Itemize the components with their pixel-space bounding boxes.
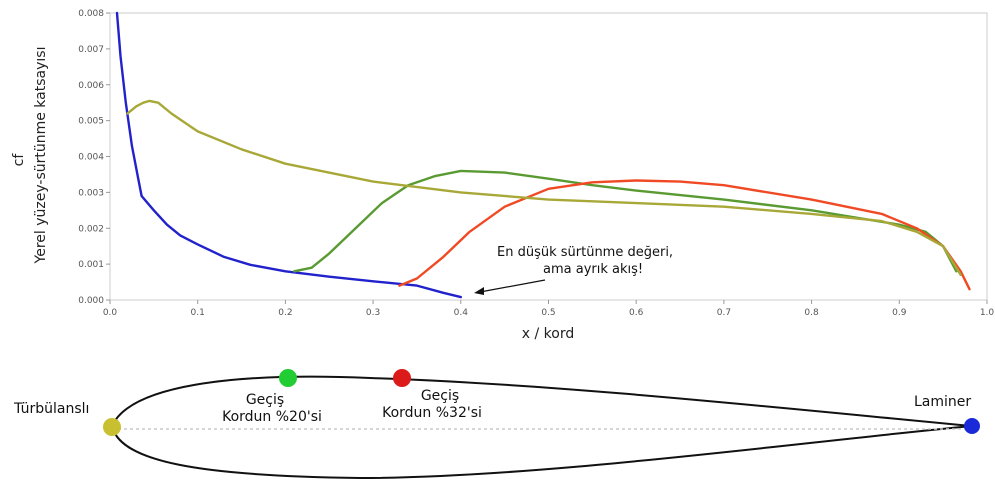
x-axis: 0.0 0.1 0.2 0.3 0.4 0.5 0.6 0.7 0.8 0.9 1.0: [103, 300, 995, 318]
airfoil-diagram: Türbülanslı Laminer Geçiş Kordun %20'si …: [13, 369, 980, 480]
series-layer: [115, 11, 971, 299]
x-tick-label: 0.1: [191, 308, 205, 318]
chart: 0.0 0.1 0.2 0.3 0.4 0.5 0.6 0.7 0.8 0.9 1.0 0.0000…: [11, 9, 994, 342]
label-transition-32-sub: Kordun %32'si: [382, 405, 482, 421]
x-axis-title: x / kord: [522, 326, 574, 342]
label-turbulent: Türbülanslı: [13, 401, 89, 417]
y-tick-label: 0.002: [78, 224, 104, 234]
x-tick-label: 0.8: [804, 308, 819, 318]
series-line-2: [293, 169, 958, 273]
label-transition-20-title: Geçiş: [246, 392, 284, 408]
transition-marker-32: [393, 369, 411, 387]
label-transition-32-title: Geçiş: [421, 388, 459, 404]
x-tick-label: 0.7: [717, 308, 731, 318]
annotation-arrow: [479, 279, 546, 293]
x-tick-label: 0.5: [541, 308, 555, 318]
x-tick-label: 0.6: [629, 308, 644, 318]
y-tick-label: 0.003: [78, 188, 104, 198]
y-tick-label: 0.006: [78, 81, 104, 91]
annotation: En düşük sürtünme değeri, ama ayrık akış…: [474, 245, 673, 295]
series-line-3: [398, 179, 971, 291]
leading-edge-marker: [103, 418, 121, 436]
trailing-edge-marker: [964, 418, 980, 434]
y-tick-label: 0.000: [78, 296, 104, 306]
transition-marker-20: [279, 369, 297, 387]
airfoil-outline: [110, 375, 973, 480]
x-tick-label: 0.3: [366, 308, 380, 318]
label-transition-20-sub: Kordun %20'si: [222, 409, 322, 425]
y-tick-label: 0.007: [78, 45, 104, 55]
y-axis: 0.000 0.001 0.002 0.003 0.004 0.005 0.006 0.007…: [78, 9, 110, 306]
annotation-line-2: ama ayrık akış!: [543, 262, 643, 277]
x-tick-label: 0.2: [278, 308, 292, 318]
annotation-line-1: En düşük sürtünme değeri,: [497, 245, 673, 260]
x-tick-label: 0.9: [892, 308, 907, 318]
annotation-arrowhead: [474, 287, 484, 295]
label-laminar: Laminer: [914, 394, 971, 410]
y-tick-label: 0.001: [78, 260, 104, 270]
y-tick-label: 0.004: [78, 153, 104, 163]
x-tick-label: 0.4: [454, 308, 469, 318]
y-tick-label: 0.005: [78, 117, 104, 127]
x-tick-label: 1.0: [980, 308, 995, 318]
y-axis-title-cf: cf: [11, 153, 27, 167]
series-line-4: [126, 99, 962, 277]
y-axis-title: Yerel yüzey-sürtünme katsayısı: [33, 47, 49, 265]
x-tick-label: 0.0: [103, 308, 118, 318]
y-tick-label: 0.008: [78, 9, 104, 19]
series-line-1: [115, 11, 462, 299]
